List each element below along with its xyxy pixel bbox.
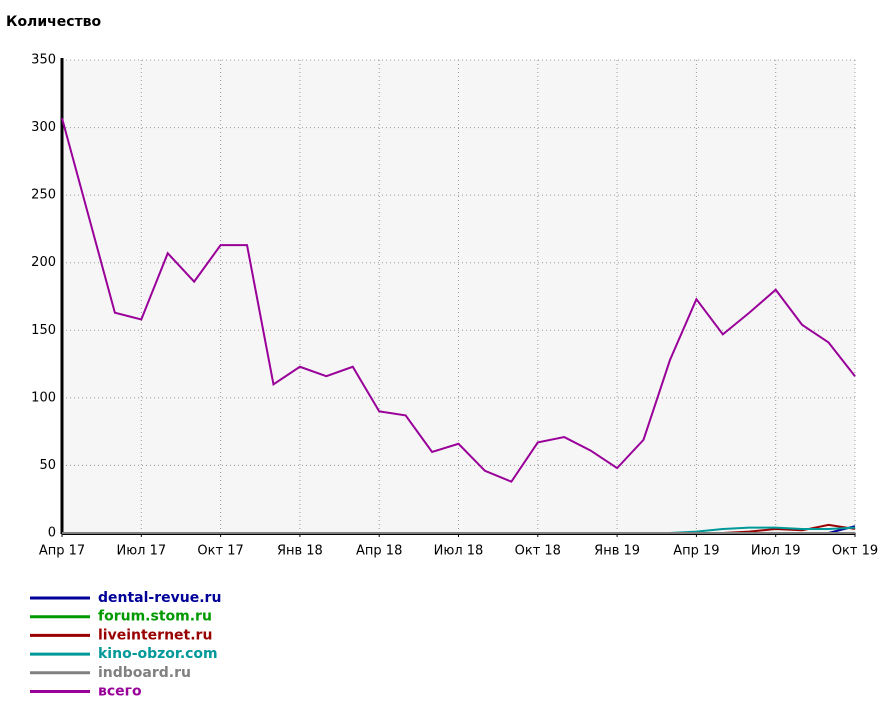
legend-label: liveinternet.ru	[98, 627, 212, 643]
x-tick-label: Июл 18	[434, 544, 484, 559]
y-tick-label: 150	[31, 323, 56, 338]
y-tick-label: 100	[31, 390, 56, 405]
x-tick-label: Окт 18	[515, 544, 561, 559]
y-tick-label: 0	[48, 526, 56, 541]
x-tick-label: Апр 19	[673, 544, 719, 559]
x-tick-label: Июл 17	[116, 544, 166, 559]
legend-label: dental-revue.ru	[98, 590, 221, 606]
x-tick-label: Окт 17	[197, 544, 243, 559]
legend-label: kino-obzor.com	[98, 646, 218, 662]
x-tick-label: Янв 19	[594, 544, 640, 559]
x-tick-label: Апр 17	[39, 544, 85, 559]
x-tick-label: Апр 18	[356, 544, 402, 559]
y-tick-label: 50	[39, 458, 56, 473]
legend-label: forum.stom.ru	[98, 609, 212, 625]
legend-label: всего	[98, 684, 142, 700]
y-tick-label: 300	[31, 120, 56, 135]
x-tick-label: Окт 19	[832, 544, 878, 559]
y-tick-label: 200	[31, 255, 56, 270]
y-tick-label: 350	[31, 53, 56, 68]
x-tick-label: Янв 18	[277, 544, 323, 559]
series-line	[61, 117, 856, 483]
y-axis-label: Количество	[6, 14, 102, 30]
legend-label: indboard.ru	[98, 665, 191, 681]
y-tick-label: 250	[31, 188, 56, 203]
x-tick-label: Июл 19	[751, 544, 801, 559]
